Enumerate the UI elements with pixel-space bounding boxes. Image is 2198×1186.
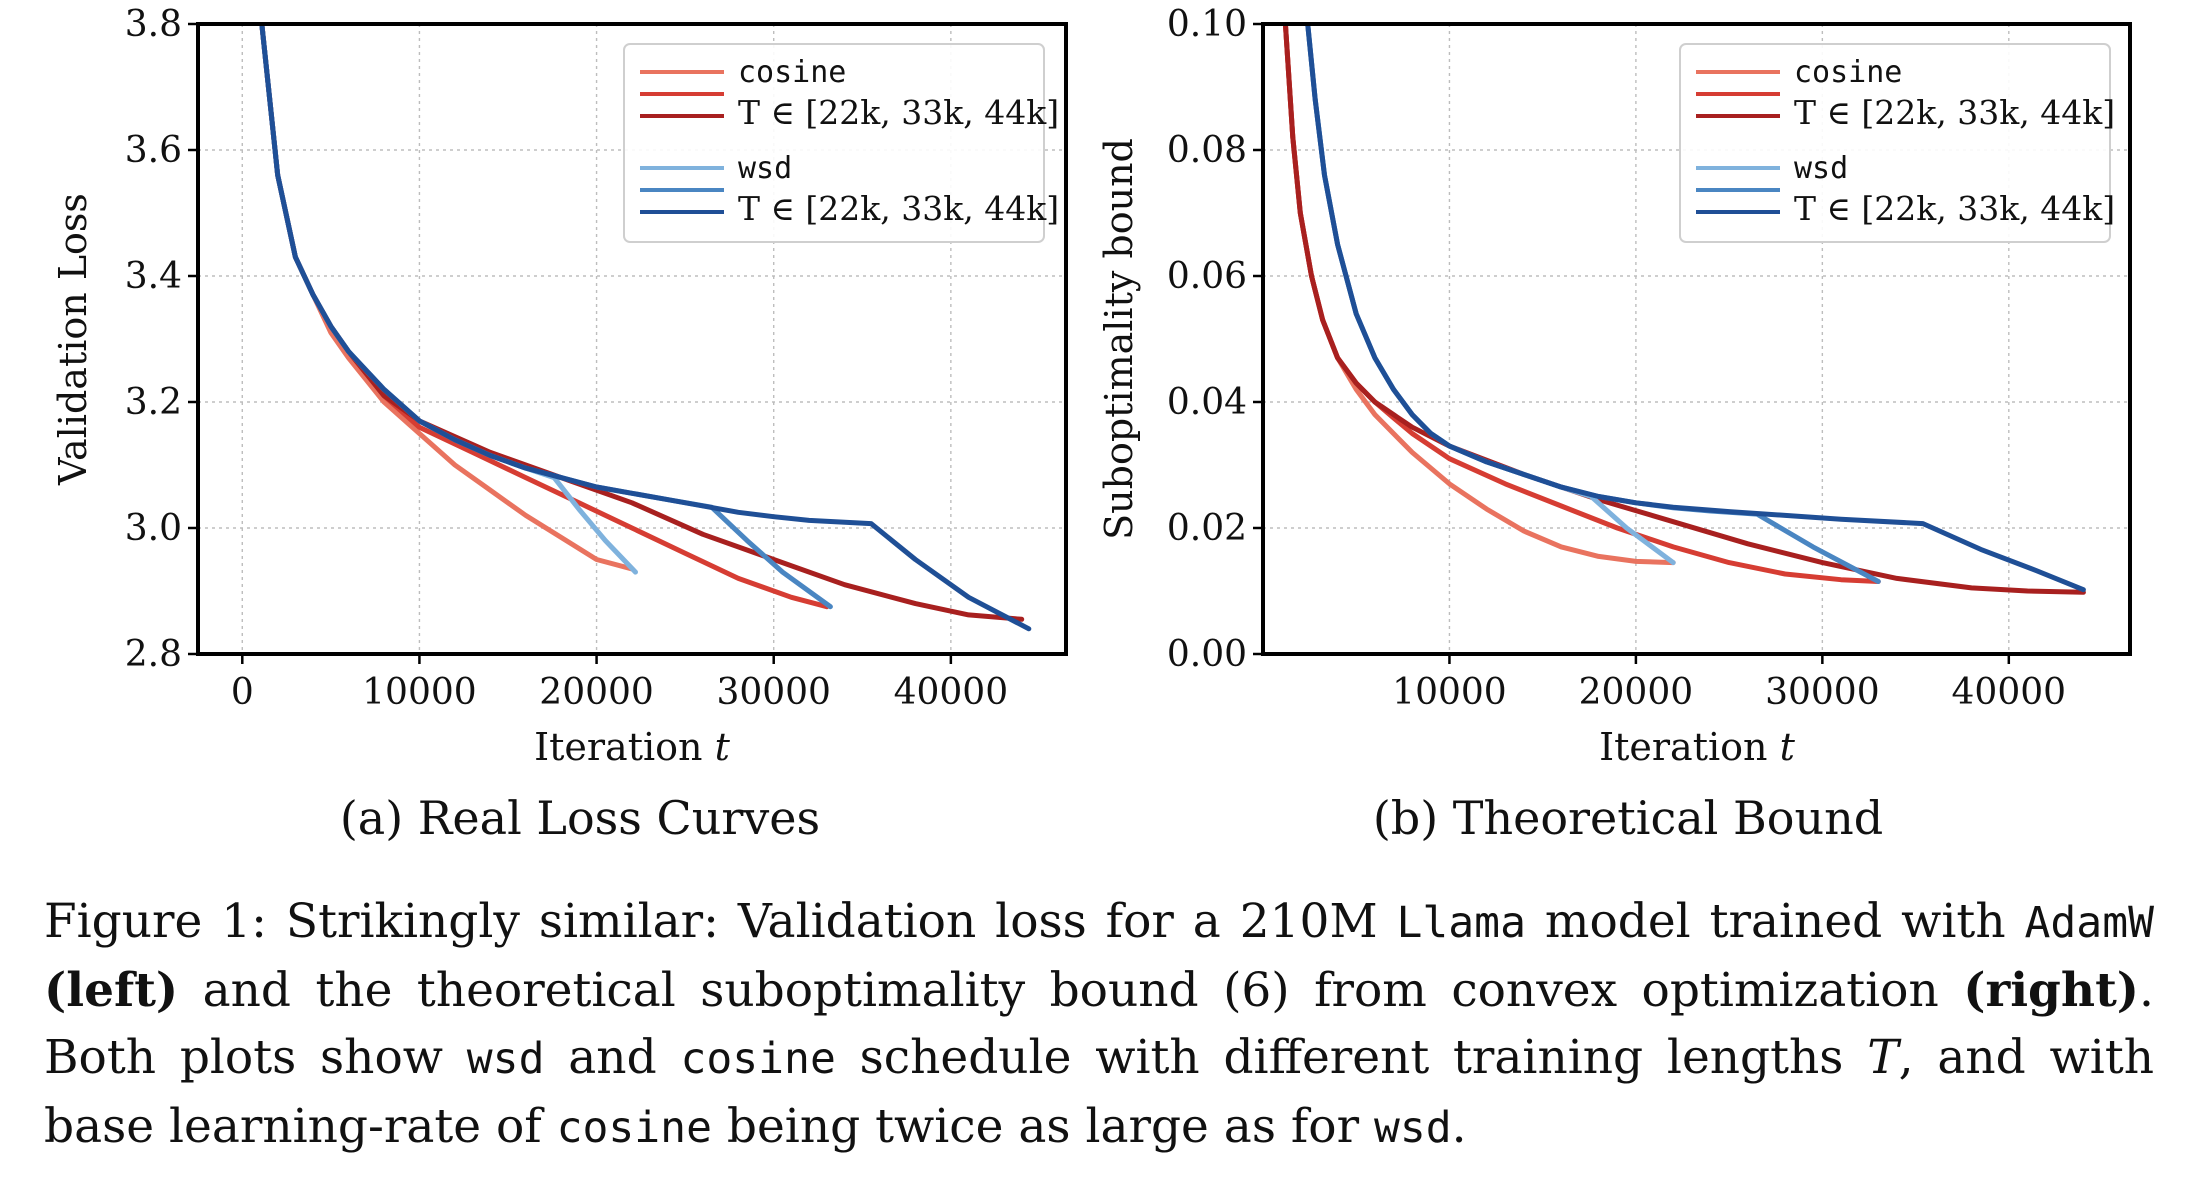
y-axis-label: Suboptimality bound <box>1097 138 1141 540</box>
y-tick-label: 3.0 <box>125 508 182 549</box>
wsd-series-T44k <box>259 24 1032 632</box>
panel-b-theoretical-bound: 10000 20000 30000 40000 0.00 0.02 0.04 0.06 0.08… <box>1097 4 2132 845</box>
legend-range-cosine: T ∈ [22k, 33k, 44k] <box>1794 93 2115 132</box>
cosine-series-T22k <box>259 24 635 572</box>
y-tick-label: 3.6 <box>125 130 182 171</box>
legend-label-wsd: wsd <box>738 151 792 186</box>
wsd-series-T44k <box>1305 24 2086 593</box>
axes-frame <box>1261 22 2132 656</box>
plot-area <box>259 24 1032 632</box>
y-axis-label: Validation Loss <box>51 193 95 486</box>
cosine-series-T44k <box>1282 24 2086 595</box>
legend-range-wsd: T ∈ [22k, 33k, 44k] <box>1794 189 2115 228</box>
y-tick-label: 2.8 <box>125 634 182 675</box>
y-tick-label: 0.02 <box>1167 508 1247 549</box>
x-axis-label: Iteration t <box>534 725 730 769</box>
legend-label-wsd: wsd <box>1794 151 1848 186</box>
figure-caption: Figure 1: Strikingly similar: Validation… <box>44 888 2154 1162</box>
legend-range-cosine: T ∈ [22k, 33k, 44k] <box>738 93 1059 132</box>
y-tick-label: 3.2 <box>125 382 182 423</box>
x-tick-label: 30000 <box>716 672 831 713</box>
x-tick-label: 30000 <box>1765 672 1880 713</box>
y-tick-label: 0.08 <box>1167 130 1247 171</box>
y-tick-label: 0.04 <box>1167 382 1247 423</box>
caption-line: Both plots show wsd and cosine schedule … <box>44 1030 2154 1085</box>
legend-label-cosine: cosine <box>738 55 846 90</box>
caption-line: (left) and the theoretical suboptimality… <box>44 963 2154 1018</box>
caption-line: base learning-rate of cosine being twice… <box>44 1099 1467 1154</box>
subplot-caption: (a) Real Loss Curves <box>340 791 820 845</box>
y-tick-label: 0.06 <box>1167 256 1247 297</box>
legend-label-cosine: cosine <box>1794 55 1902 90</box>
cosine-series-T22k <box>1282 24 1676 566</box>
y-tick-label: 0.10 <box>1167 4 1247 45</box>
y-tick-label: 3.8 <box>125 4 182 45</box>
panel-a-real-loss-curves: 0 10000 20000 30000 40000 2.8 3.0 3.2 3.4 3.6 3.8 I… <box>51 4 1068 845</box>
plot-area <box>1282 24 2086 595</box>
x-tick-label: 20000 <box>1579 672 1694 713</box>
x-tick-label: 10000 <box>1392 672 1507 713</box>
y-tick-label: 0.00 <box>1167 634 1247 675</box>
wsd-series-T22k <box>1305 24 1676 566</box>
x-tick-label: 20000 <box>539 672 654 713</box>
x-tick-label: 40000 <box>1952 672 2067 713</box>
figure-canvas: 0 10000 20000 30000 40000 2.8 3.0 3.2 3.4 3.6 3.8 I… <box>51 4 2132 845</box>
x-axis-label: Iteration t <box>1599 725 1795 769</box>
caption-line: Figure 1: Strikingly similar: Validation… <box>44 894 2154 949</box>
legend-box <box>623 43 1045 243</box>
subplot-caption: (b) Theoretical Bound <box>1373 791 1883 845</box>
wsd-series-T22k <box>259 24 638 575</box>
legend-box <box>1679 43 2111 243</box>
x-tick-label: 0 <box>231 672 254 713</box>
axes-frame <box>196 22 1068 656</box>
x-tick-label: 40000 <box>894 672 1009 713</box>
y-tick-label: 3.4 <box>125 256 182 297</box>
x-tick-label: 10000 <box>362 672 477 713</box>
legend-range-wsd: T ∈ [22k, 33k, 44k] <box>738 189 1059 228</box>
